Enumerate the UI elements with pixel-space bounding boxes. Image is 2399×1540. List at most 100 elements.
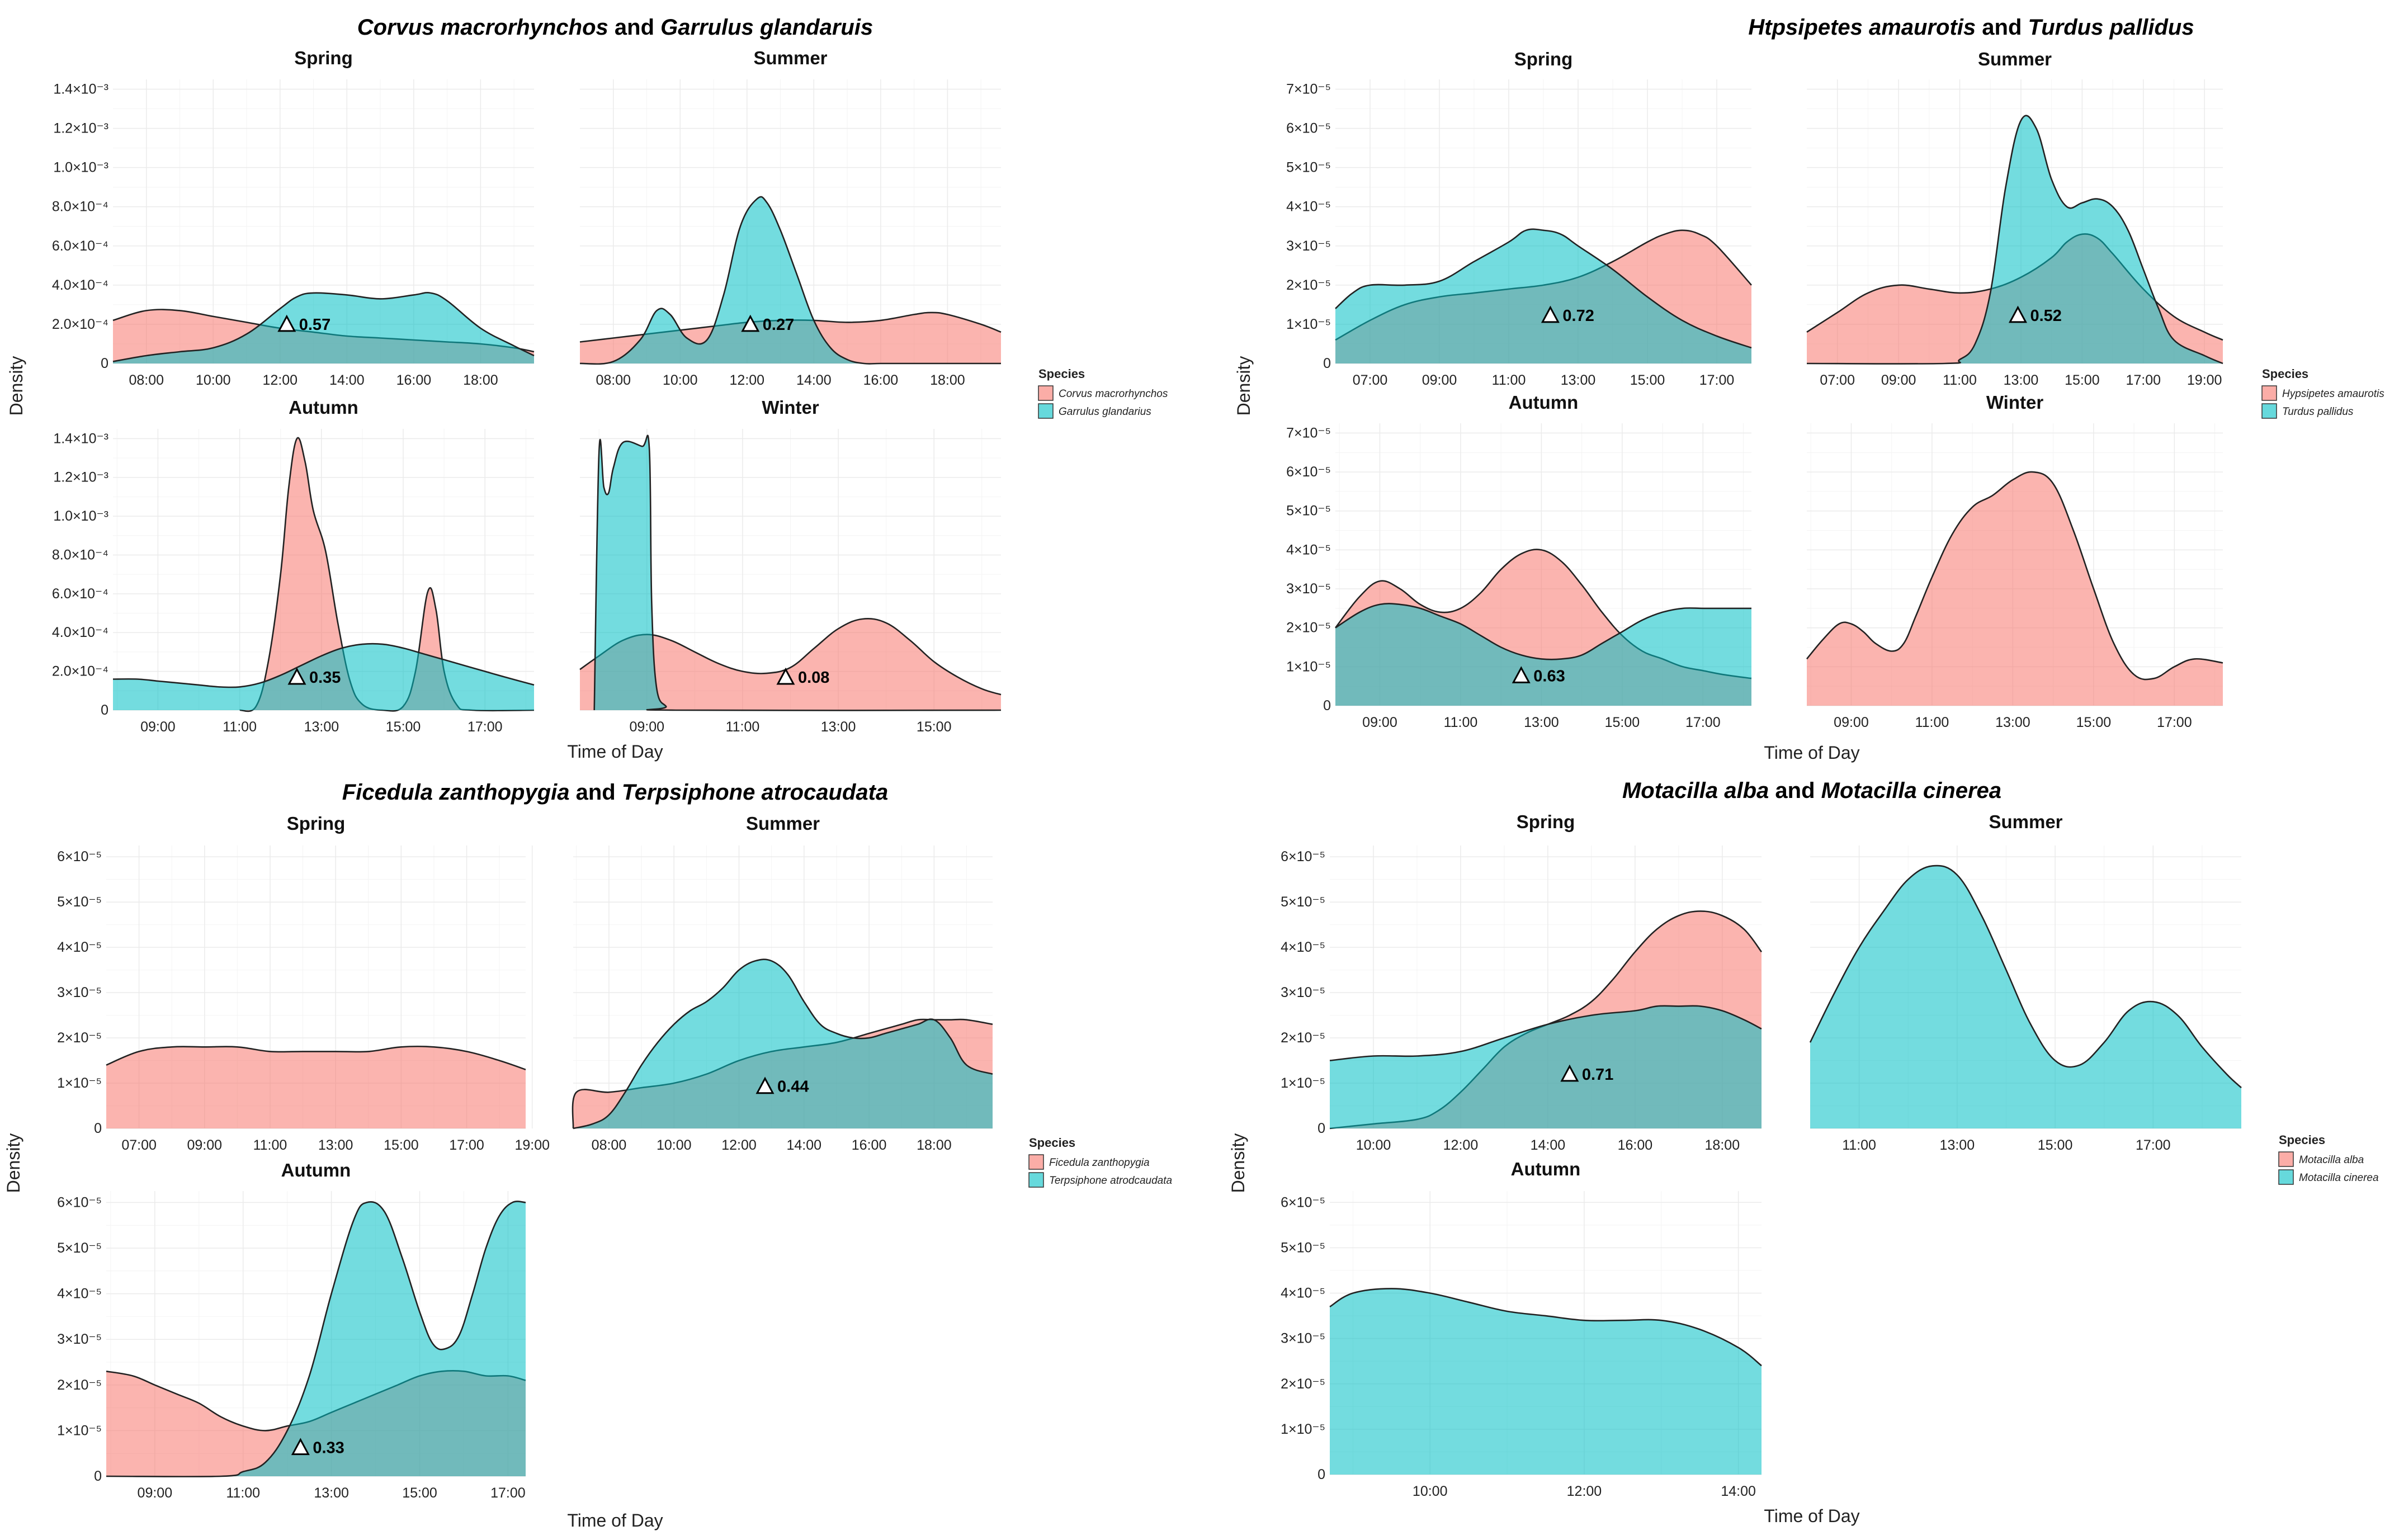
chart-title: Corvus macrorhynchos and Garrulus glanda…: [357, 15, 873, 40]
x-tick-label: 15:00: [1630, 372, 1665, 388]
facet-label: Autumn: [1511, 1159, 1581, 1179]
overlap-coefficient: 0.44: [777, 1078, 809, 1096]
x-tick-label: 17:00: [2157, 715, 2192, 730]
overlap-coefficient: 0.33: [313, 1439, 344, 1457]
x-tick-label: 09:00: [138, 1485, 173, 1501]
legend: Species Ficedula zanthopygia Terpsiphone a…: [1028, 1136, 1172, 1188]
x-tick-label: 12:00: [1443, 1137, 1479, 1153]
y-tick-label: 0: [94, 1468, 102, 1484]
y-tick-label: 6.0×10⁻⁴: [52, 238, 108, 254]
overlap-triangle-icon: [755, 1076, 775, 1094]
x-tick-label: 12:00: [730, 372, 765, 388]
x-tick-label: 11:00: [226, 1485, 260, 1501]
x-tick-label: 08:00: [596, 372, 631, 388]
overlap-coefficient: 0.35: [309, 669, 341, 687]
overlap-coefficient: 0.63: [1533, 667, 1565, 685]
x-tick-label: 14:00: [1531, 1137, 1566, 1153]
y-tick-label: 3×10⁻⁵: [1286, 238, 1331, 254]
panel-autumn: Autumn 0 1×10⁻⁵ 2×10⁻⁵ 3×10⁻⁵ 4×10⁻⁵ 5×10⁻⁵ 6×1…: [1281, 1159, 1762, 1499]
x-tick-label: 11:00: [1492, 372, 1526, 388]
legend-swatch: [1038, 385, 1054, 401]
facet-label: Autumn: [289, 397, 358, 418]
title-species-a: Motacilla alba: [1622, 778, 1769, 803]
density-area-species-b: [113, 644, 534, 710]
y-tick-label: 4×10⁻⁵: [1286, 199, 1331, 215]
panel-summer: Summer 07:00 09:00 11:00 13:00 15:00 17:00 19:0…: [1806, 49, 2223, 388]
y-tick-label: 4×10⁻⁵: [57, 1286, 102, 1302]
density-area-species-b: [106, 1201, 526, 1477]
legend-title: Species: [1029, 1136, 1075, 1150]
density-line-species-b: [1335, 228, 1752, 349]
density-area-species-b: [1335, 229, 1751, 363]
overlap-triangle-icon: [277, 314, 296, 332]
y-tick-label: 1×10⁻⁵: [1286, 659, 1331, 674]
legend: Species Motacilla alba Motacilla cinerea: [2278, 1133, 2379, 1185]
density-line-species-b: [1806, 115, 2223, 365]
x-tick-label: 18:00: [917, 1137, 952, 1153]
x-tick-label: 19:00: [2187, 372, 2222, 388]
x-tick-label: 17:00: [467, 719, 503, 735]
y-tick-label: 2×10⁻⁵: [1286, 620, 1331, 636]
x-tick-label: 18:00: [1705, 1137, 1740, 1153]
x-tick-label: 17:00: [1699, 372, 1735, 388]
x-tick-label: 07:00: [121, 1137, 157, 1153]
legend-swatch: [2261, 385, 2277, 401]
chart-1: Corvus macrorhynchos and Garrulus glanda…: [6, 15, 1168, 762]
density-line-species-a: [1806, 471, 2223, 681]
y-tick-label: 5×10⁻⁵: [1281, 1240, 1325, 1255]
facet-label: Summer: [1989, 811, 2062, 832]
x-tick-label: 10:00: [657, 1137, 692, 1153]
x-tick-label: 11:00: [253, 1137, 287, 1153]
y-tick-label: 4.0×10⁻⁴: [52, 277, 108, 293]
y-tick-label: 3×10⁻⁵: [57, 985, 102, 1000]
panel-summer: Summer 08:00 10:00 12:00 14:00 16:00 18:00 0.44: [572, 813, 993, 1153]
x-tick-label: 11:00: [223, 719, 257, 735]
panel-spring: Spring 0 1×10⁻⁵ 2×10⁻⁵ 3×10⁻⁵ 4×10⁻⁵ 5×10⁻⁵ 6×1…: [57, 813, 550, 1153]
x-tick-label: 09:00: [1362, 715, 1397, 730]
legend-swatch: [2278, 1169, 2294, 1185]
legend-item-label: Garrulus glandarius: [1059, 406, 1151, 418]
y-tick-label: 6×10⁻⁵: [57, 849, 102, 865]
x-tick-label: 14:00: [787, 1137, 822, 1153]
x-tick-label: 12:00: [263, 372, 298, 388]
overlap-coefficient: 0.52: [2030, 307, 2061, 325]
x-tick-label: 14:00: [1721, 1484, 1756, 1499]
x-tick-label: 17:00: [490, 1485, 526, 1501]
panel-spring: Spring 0 2.0×10⁻⁴ 4.0×10⁻⁴ 6.0×10⁻⁴ 8.0×10⁻⁴ 1…: [52, 48, 535, 388]
x-tick-label: 15:00: [384, 1137, 419, 1153]
density-area-species-a: [1807, 471, 2223, 706]
x-tick-label: 09:00: [1834, 715, 1869, 730]
x-tick-label: 14:00: [329, 372, 365, 388]
overlap-triangle-icon: [1541, 305, 1560, 323]
y-tick-label: 2.0×10⁻⁴: [52, 316, 108, 332]
panel-winter: Winter 09:00 11:00 13:00 15:00 0.08: [579, 397, 1002, 735]
y-tick-label: 1×10⁻⁵: [1281, 1075, 1325, 1091]
y-tick-label: 1×10⁻⁵: [1281, 1421, 1325, 1437]
legend-item-label: Turdus pallidus: [2282, 406, 2354, 418]
density-area-species-b: [113, 292, 534, 363]
y-tick-label: 5×10⁻⁵: [57, 894, 102, 910]
y-tick-label: 6×10⁻⁵: [1286, 464, 1331, 480]
legend-item-label: Corvus macrorhynchos: [1059, 388, 1168, 400]
density-area-species-b: [573, 959, 993, 1128]
chart-title: Motacilla alba and Motacilla cinerea: [1622, 778, 2001, 803]
facet-label: Spring: [294, 48, 353, 68]
x-tick-label: 13:00: [318, 1137, 353, 1153]
x-tick-label: 16:00: [852, 1137, 887, 1153]
x-tick-label: 18:00: [463, 372, 498, 388]
title-species-b: Terpsiphone atrocaudata: [622, 780, 888, 805]
panel-autumn: Autumn 0 2.0×10⁻⁴ 4.0×10⁻⁴ 6.0×10⁻⁴ 8.0×10⁻⁴ 1…: [52, 397, 535, 735]
density-line-species-b: [1329, 1288, 1762, 1367]
density-line-species-b: [112, 643, 535, 688]
y-tick-label: 3×10⁻⁵: [1286, 581, 1331, 597]
x-tick-label: 16:00: [863, 372, 899, 388]
y-tick-label: 1.2×10⁻³: [53, 121, 108, 136]
density-line-species-b: [593, 434, 1002, 711]
facet-label: Autumn: [1509, 392, 1579, 413]
title-species-b: Motacilla cinerea: [1821, 778, 2001, 803]
x-tick-label: 10:00: [196, 372, 231, 388]
x-tick-label: 12:00: [721, 1137, 757, 1153]
y-tick-label: 4×10⁻⁵: [1286, 542, 1331, 558]
